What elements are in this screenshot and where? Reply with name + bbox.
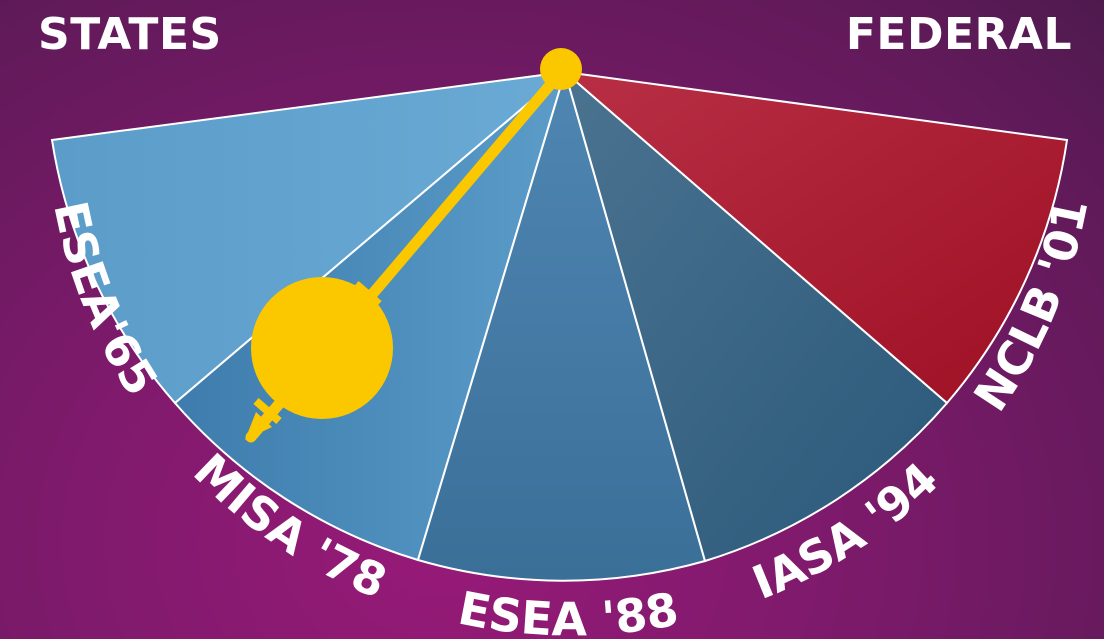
pendulum-rod-tick-lower — [253, 397, 282, 425]
states-label: STATES — [38, 9, 222, 60]
segment-iasa-94 — [563, 69, 949, 563]
pendulum-arrowhead — [245, 412, 272, 440]
segment-nclb-01 — [561, 70, 1069, 405]
segment-esea-65 — [50, 70, 569, 405]
segment-esea-88 — [416, 68, 707, 582]
pendulum-bob — [251, 277, 393, 419]
era-label-esea-88: ESEA '88 — [454, 581, 682, 639]
federal-label: FEDERAL — [845, 9, 1072, 60]
pendulum — [245, 48, 582, 443]
pendulum-pivot — [540, 48, 582, 90]
